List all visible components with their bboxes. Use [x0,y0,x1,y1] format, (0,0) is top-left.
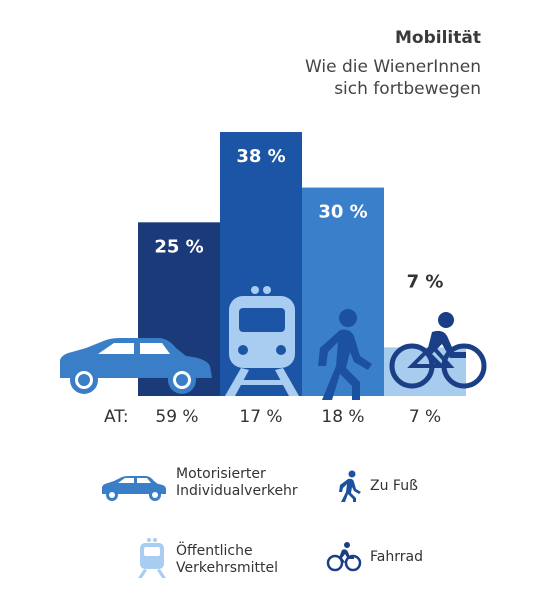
chart-title: Mobilität [395,28,481,48]
legend-bike-icon [326,542,362,572]
chart-subtitle: Wie die WienerInnen sich fortbewegen [221,56,481,100]
value-label-3: 30 % [318,202,367,223]
legend-label-train: Öffentliche Verkehrsmittel [176,543,279,576]
at-label-1: 59 % [155,407,198,427]
legend-label-bike: Fahrrad [370,549,423,565]
bike-icon [389,312,487,389]
at-label-3: 18 % [321,407,364,427]
legend-label-walk: Zu Fuß [370,478,418,494]
walk-icon [318,309,372,400]
subtitle-line-1: Wie die WienerInnen [304,57,481,77]
value-label-2: 38 % [236,146,285,167]
train-icon [225,286,299,396]
value-label-4: 7 % [407,271,444,292]
car-icon [60,338,212,394]
subtitle-line-2: sich fortbewegen [334,79,481,99]
at-prefix: AT: [104,407,129,427]
legend-train-icon [138,538,166,578]
legend-car-icon [102,476,166,501]
mobility-chart: 25 % 38 % 30 % 7 % AT: 59 % 17 % 18 % 7 % [60,132,487,427]
legend-walk-icon [339,470,361,502]
legend-label-car: Motorisierter Individualverkehr [176,466,298,499]
value-label-1: 25 % [154,236,203,257]
at-label-2: 17 % [239,407,282,427]
at-label-4: 7 % [409,407,441,427]
